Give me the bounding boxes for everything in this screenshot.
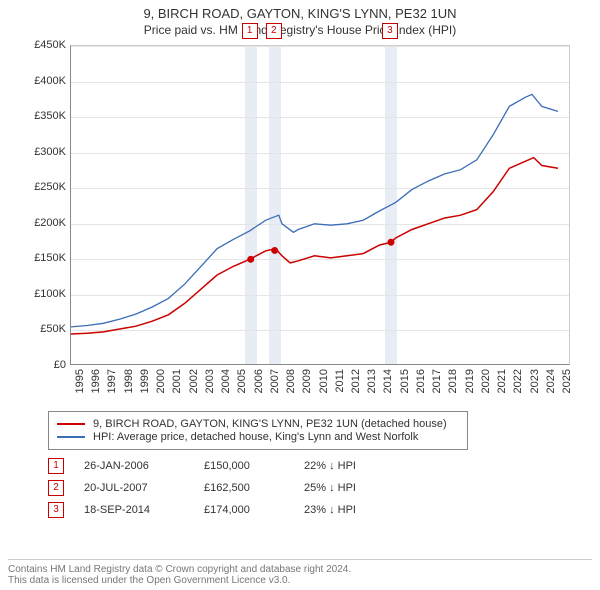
y-axis-label: £50K [16,323,66,335]
chart-svg [71,46,569,364]
x-axis-label: 2014 [382,369,394,393]
event-row: 1 26-JAN-2006 £150,000 22% ↓ HPI [48,458,600,474]
x-axis-label: 2004 [220,369,232,393]
event-price: £150,000 [204,460,284,472]
footer-line2: This data is licensed under the Open Gov… [8,575,592,586]
y-axis-label: £400K [16,75,66,87]
y-axis-label: £250K [16,181,66,193]
x-axis-label: 2018 [447,369,459,393]
y-axis-label: £200K [16,217,66,229]
event-marker: 2 [48,480,64,496]
x-axis-label: 2017 [431,369,443,393]
x-axis-label: 2009 [301,369,313,393]
y-axis-label: £450K [16,39,66,51]
x-axis-label: 2019 [464,369,476,393]
event-marker-box: 1 [242,23,258,39]
event-marker: 3 [48,502,64,518]
series-line [71,94,558,327]
x-axis-label: 2025 [561,369,573,393]
event-marker-box: 2 [266,23,282,39]
x-axis-label: 1997 [106,369,118,393]
x-axis-label: 2006 [253,369,265,393]
x-axis-label: 2000 [155,369,167,393]
x-axis-label: 2010 [318,369,330,393]
x-axis-label: 2022 [512,369,524,393]
x-axis-label: 2023 [529,369,541,393]
event-price: £162,500 [204,482,284,494]
x-axis-label: 2024 [545,369,557,393]
legend-item: HPI: Average price, detached house, King… [57,431,459,443]
x-axis-label: 2011 [334,369,346,393]
y-axis-label: £150K [16,252,66,264]
legend-item: 9, BIRCH ROAD, GAYTON, KING'S LYNN, PE32… [57,418,459,430]
x-axis-label: 2007 [269,369,281,393]
y-axis-label: £300K [16,146,66,158]
x-axis-label: 2001 [171,369,183,393]
x-axis-label: 1999 [139,369,151,393]
event-dot [387,239,394,246]
event-diff: 25% ↓ HPI [304,482,394,494]
x-axis-label: 2021 [496,369,508,393]
x-axis-label: 2013 [366,369,378,393]
legend: 9, BIRCH ROAD, GAYTON, KING'S LYNN, PE32… [48,411,468,450]
x-axis-label: 1995 [74,369,86,393]
footer: Contains HM Land Registry data © Crown c… [8,559,592,586]
title-subtitle: Price paid vs. HM Land Registry's House … [0,23,600,37]
event-row: 3 18-SEP-2014 £174,000 23% ↓ HPI [48,502,600,518]
event-diff: 22% ↓ HPI [304,460,394,472]
x-axis-label: 2003 [204,369,216,393]
x-axis-label: 2015 [399,369,411,393]
y-axis-label: £100K [16,288,66,300]
y-axis-label: £350K [16,110,66,122]
x-axis-label: 2016 [415,369,427,393]
x-axis-label: 2012 [350,369,362,393]
event-dot [247,256,254,263]
event-marker-box: 3 [382,23,398,39]
event-diff: 23% ↓ HPI [304,504,394,516]
x-axis-label: 2005 [236,369,248,393]
title-address: 9, BIRCH ROAD, GAYTON, KING'S LYNN, PE32… [0,6,600,21]
legend-label: HPI: Average price, detached house, King… [93,431,418,443]
event-row: 2 20-JUL-2007 £162,500 25% ↓ HPI [48,480,600,496]
chart: £0£50K£100K£150K£200K£250K£300K£350K£400… [20,45,580,405]
x-axis-label: 1998 [123,369,135,393]
event-marker: 1 [48,458,64,474]
legend-label: 9, BIRCH ROAD, GAYTON, KING'S LYNN, PE32… [93,418,447,430]
event-price: £174,000 [204,504,284,516]
footer-line1: Contains HM Land Registry data © Crown c… [8,564,592,575]
legend-swatch [57,423,85,425]
x-axis-label: 1996 [90,369,102,393]
x-axis-label: 2008 [285,369,297,393]
y-axis-label: £0 [16,359,66,371]
event-date: 26-JAN-2006 [84,460,184,472]
event-dot [271,247,278,254]
x-axis-label: 2020 [480,369,492,393]
series-line [71,158,558,334]
event-date: 18-SEP-2014 [84,504,184,516]
plot-area [70,45,570,365]
events-table: 1 26-JAN-2006 £150,000 22% ↓ HPI 2 20-JUL-200… [48,458,600,518]
event-date: 20-JUL-2007 [84,482,184,494]
x-axis-label: 2002 [188,369,200,393]
legend-swatch [57,436,85,438]
chart-titles: 9, BIRCH ROAD, GAYTON, KING'S LYNN, PE32… [0,0,600,37]
